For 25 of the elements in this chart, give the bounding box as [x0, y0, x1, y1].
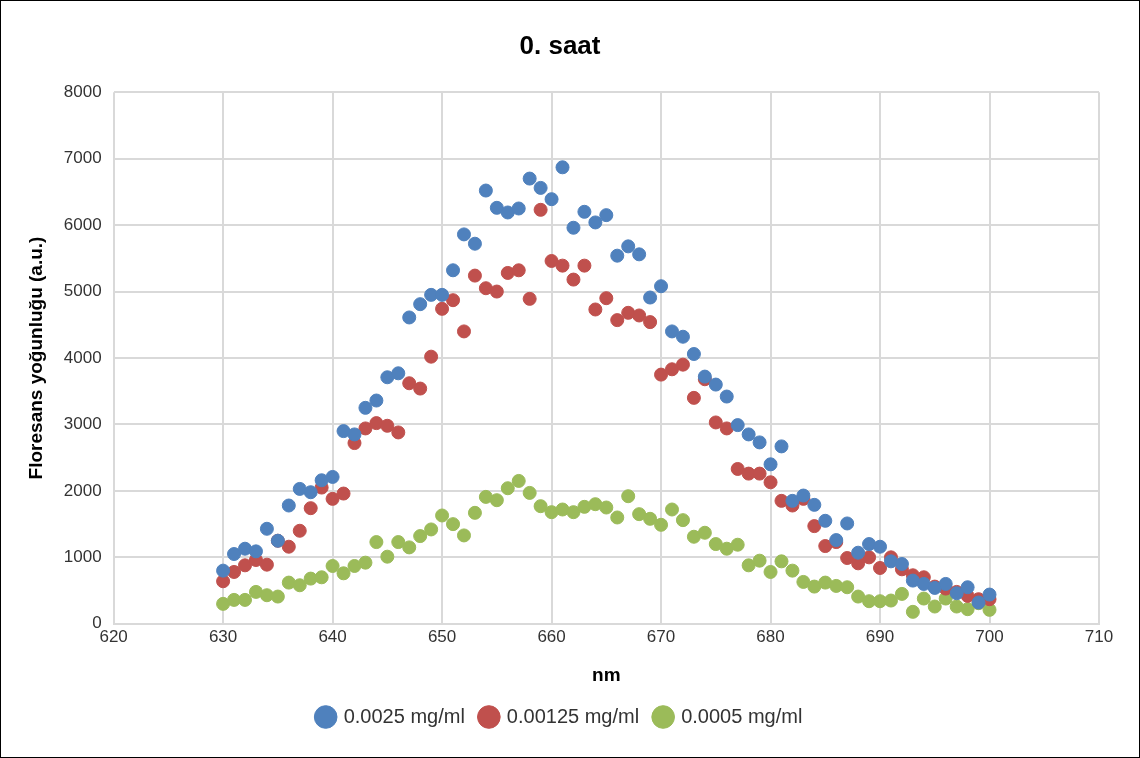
- x-tick-label: 690: [865, 626, 895, 646]
- y-tick-label: 7000: [63, 148, 102, 168]
- y-tick-label: 5000: [63, 281, 102, 301]
- x-tick-label: 640: [318, 626, 347, 646]
- chart-title: 0. saat: [519, 29, 601, 60]
- x-tick-label: 650: [427, 626, 457, 646]
- y-tick-label: 0: [92, 613, 102, 633]
- y-tick-label: 2000: [63, 480, 102, 500]
- y-tick-label: 3000: [63, 414, 102, 434]
- legend-label: 0.0005 mg/ml: [681, 704, 803, 727]
- x-tick-label: 620: [99, 626, 128, 646]
- y-tick-label: 6000: [63, 214, 102, 234]
- x-tick-label: 670: [646, 626, 676, 646]
- x-tick-label: 680: [756, 626, 785, 646]
- x-tick-label: 700: [975, 626, 1004, 646]
- y-axis-title: Floresans yoğunluğu (a.u.): [24, 236, 46, 480]
- y-tick-label: 1000: [63, 547, 102, 567]
- x-tick-label: 660: [537, 626, 566, 646]
- legend-label: 0.0025 mg/ml: [343, 704, 465, 727]
- y-tick-label: 4000: [63, 347, 102, 367]
- x-tick-label: 710: [1084, 626, 1114, 646]
- y-tick-label: 8000: [63, 81, 102, 101]
- legend-label: 0.00125 mg/ml: [506, 704, 640, 727]
- x-tick-label: 630: [208, 626, 238, 646]
- x-axis-title: nm: [592, 663, 621, 685]
